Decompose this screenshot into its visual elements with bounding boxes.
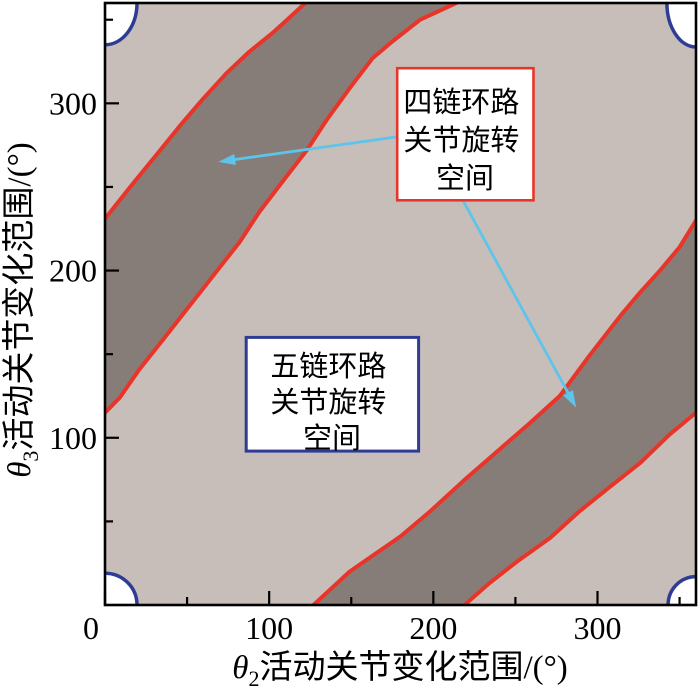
y-axis-symbol: θ bbox=[2, 462, 38, 478]
band-boundary bbox=[311, 218, 696, 605]
corner-disc bbox=[105, 3, 138, 45]
corner-arcs bbox=[105, 3, 696, 605]
four-link-label: 四链环路 关节旋转 空间 bbox=[403, 86, 526, 195]
y-axis-title-text: 活动关节变化范围/(°) bbox=[1, 142, 38, 450]
corner-disc bbox=[105, 573, 138, 605]
y-tick-label: 100 bbox=[49, 420, 97, 456]
x-axis-title-text: 活动关节变化范围/(°) bbox=[259, 649, 567, 686]
corner-disc bbox=[668, 576, 696, 605]
five-link-label-line1: 五链环路 bbox=[270, 350, 386, 383]
four-link-label-line1: 四链环路 bbox=[403, 86, 519, 119]
corner-arc bbox=[665, 3, 696, 49]
x-axis-symbol: θ bbox=[232, 650, 248, 686]
x-tick-label: 0 bbox=[83, 610, 99, 646]
annotation-layers bbox=[218, 66, 577, 453]
four-link-band bbox=[105, 3, 457, 413]
five-link-label-line2: 关节旋转 bbox=[270, 386, 386, 419]
annotation-arrow-line bbox=[461, 199, 571, 396]
y-axis-title: θ3活动关节变化范围/(°) bbox=[1, 142, 43, 478]
annotation-arrow-line bbox=[232, 135, 398, 162]
annotation-arrowhead bbox=[218, 154, 236, 165]
plot-frame bbox=[103, 1, 698, 607]
corner-arc bbox=[666, 574, 696, 605]
four-link-label-line3: 空间 bbox=[436, 162, 494, 195]
x-tick-label: 300 bbox=[574, 610, 622, 646]
corner-arc bbox=[105, 3, 139, 47]
band-boundary bbox=[462, 410, 696, 605]
x-tick-label: 200 bbox=[409, 610, 457, 646]
four-link-band bbox=[313, 220, 696, 605]
four-link-label-line2: 关节旋转 bbox=[403, 124, 519, 157]
five-link-label-line3: 空间 bbox=[303, 422, 361, 455]
annotation-arrowhead bbox=[563, 390, 577, 408]
y-tick-label: 200 bbox=[49, 253, 97, 289]
axis-ticks: 0 100 200 300 100 200 300 bbox=[49, 18, 681, 646]
band-boundary bbox=[105, 3, 308, 221]
four_link-label-box bbox=[395, 66, 535, 202]
y-axis-subscript: 3 bbox=[18, 451, 43, 462]
five-link-label: 五链环路 关节旋转 空间 bbox=[270, 350, 393, 455]
x-axis-subscript: 2 bbox=[248, 666, 259, 688]
corner-arc bbox=[105, 571, 139, 605]
x-tick-label: 100 bbox=[245, 610, 293, 646]
x-axis-title: θ2活动关节变化范围/(°) bbox=[232, 649, 568, 688]
y-tick-label: 300 bbox=[49, 85, 97, 121]
corner-disc bbox=[666, 3, 696, 47]
plot-layers: 0 100 200 300 100 200 300 bbox=[49, 1, 698, 646]
band-boundary bbox=[105, 3, 459, 415]
five_link-label-box bbox=[244, 335, 421, 453]
four-link-bands bbox=[105, 3, 696, 605]
